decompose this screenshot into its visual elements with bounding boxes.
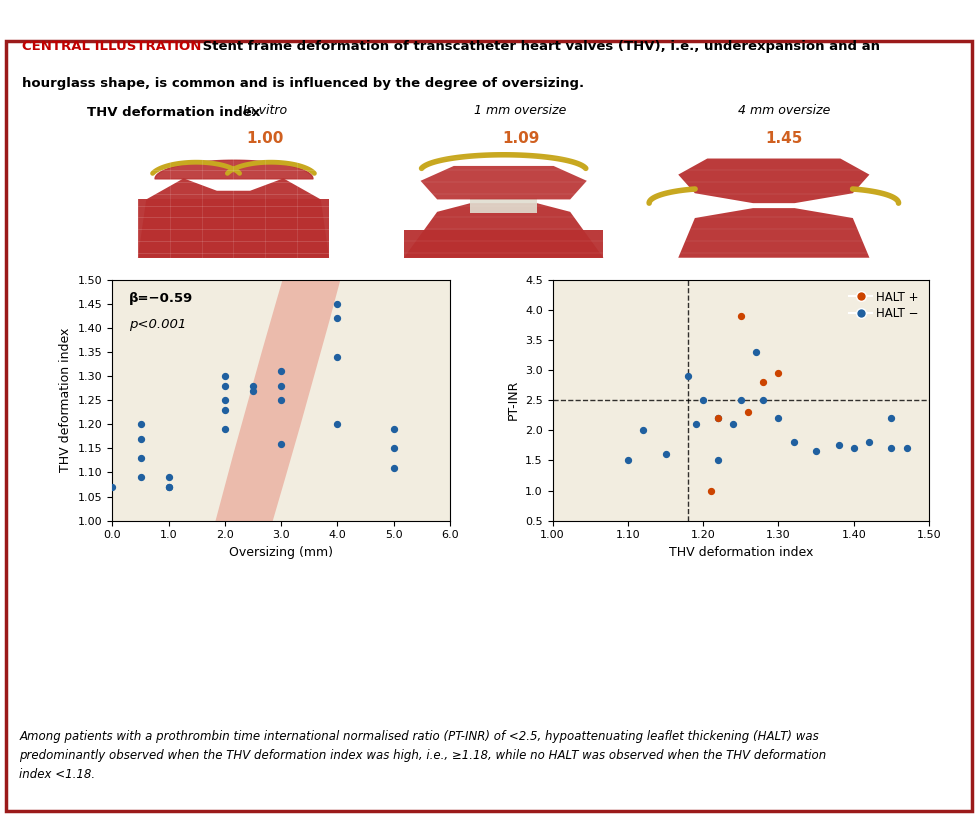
Point <box>687 418 702 431</box>
Text: 1.00: 1.00 <box>246 131 284 146</box>
Polygon shape <box>404 203 603 258</box>
Text: 1.09: 1.09 <box>501 131 539 146</box>
Text: 4 mm oversize: 4 mm oversize <box>738 104 829 118</box>
Polygon shape <box>404 230 603 258</box>
Text: p<0.001: p<0.001 <box>129 318 187 331</box>
Point <box>245 379 261 392</box>
Point <box>385 461 402 474</box>
Point <box>273 365 289 378</box>
Text: In vitro: In vitro <box>243 104 287 118</box>
X-axis label: THV deformation index: THV deformation index <box>668 546 812 559</box>
Point <box>385 423 402 436</box>
Point <box>898 442 913 455</box>
Point <box>732 394 747 407</box>
Point <box>160 481 176 494</box>
Point <box>329 418 345 431</box>
Point <box>709 412 725 425</box>
Polygon shape <box>470 198 536 213</box>
Point <box>845 442 861 455</box>
Text: hourglass shape, is common and is influenced by the degree of oversizing.: hourglass shape, is common and is influe… <box>22 77 584 90</box>
Text: EuroIntervention: EuroIntervention <box>12 12 145 26</box>
Point <box>634 424 650 437</box>
Point <box>217 379 233 392</box>
Point <box>273 379 289 392</box>
Text: 1.45: 1.45 <box>765 131 802 146</box>
Point <box>105 481 120 494</box>
Point <box>709 454 725 467</box>
Text: CENTRAL ILLUSTRATION: CENTRAL ILLUSTRATION <box>22 40 201 53</box>
Point <box>619 454 635 467</box>
Point <box>273 437 289 450</box>
Polygon shape <box>138 179 328 258</box>
Point <box>133 418 149 431</box>
Point <box>702 484 718 497</box>
Legend: HALT +, HALT −: HALT +, HALT − <box>843 286 922 325</box>
Y-axis label: THV deformation index: THV deformation index <box>60 328 72 472</box>
X-axis label: Oversizing (mm): Oversizing (mm) <box>229 546 333 559</box>
Ellipse shape <box>130 0 432 816</box>
Point <box>860 436 875 449</box>
Point <box>329 350 345 363</box>
Point <box>133 451 149 464</box>
Point <box>740 406 755 419</box>
Point <box>725 418 741 431</box>
Point <box>133 432 149 446</box>
Point <box>217 403 233 416</box>
Point <box>329 312 345 325</box>
Point <box>657 448 672 461</box>
Point <box>217 370 233 383</box>
Point <box>830 439 846 452</box>
Text: Stent frame deformation of transcatheter heart valves (THV), i.e., underexpansio: Stent frame deformation of transcatheter… <box>197 40 879 53</box>
Point <box>709 412 725 425</box>
Point <box>695 394 710 407</box>
Point <box>680 370 696 383</box>
Point <box>160 471 176 484</box>
Point <box>755 375 771 388</box>
Point <box>217 394 233 407</box>
Point <box>807 445 823 458</box>
Point <box>747 346 763 359</box>
Text: 1 mm oversize: 1 mm oversize <box>474 104 567 118</box>
Text: β=−0.59: β=−0.59 <box>129 292 193 305</box>
Point <box>133 471 149 484</box>
Point <box>770 412 786 425</box>
Point <box>883 412 899 425</box>
Point <box>732 309 747 322</box>
Point <box>883 442 899 455</box>
Polygon shape <box>677 158 869 203</box>
Polygon shape <box>138 199 328 258</box>
Text: THV deformation index: THV deformation index <box>87 106 260 119</box>
Point <box>770 366 786 379</box>
Point <box>329 298 345 311</box>
Point <box>160 481 176 494</box>
Polygon shape <box>677 208 869 258</box>
Point <box>785 436 800 449</box>
Point <box>245 384 261 397</box>
Polygon shape <box>420 166 586 199</box>
Point <box>385 442 402 455</box>
Point <box>273 394 289 407</box>
Y-axis label: PT-INR: PT-INR <box>506 380 519 420</box>
Point <box>755 394 771 407</box>
Point <box>217 423 233 436</box>
Text: Among patients with a prothrombin time international normalised ratio (PT-INR) o: Among patients with a prothrombin time i… <box>20 730 826 780</box>
